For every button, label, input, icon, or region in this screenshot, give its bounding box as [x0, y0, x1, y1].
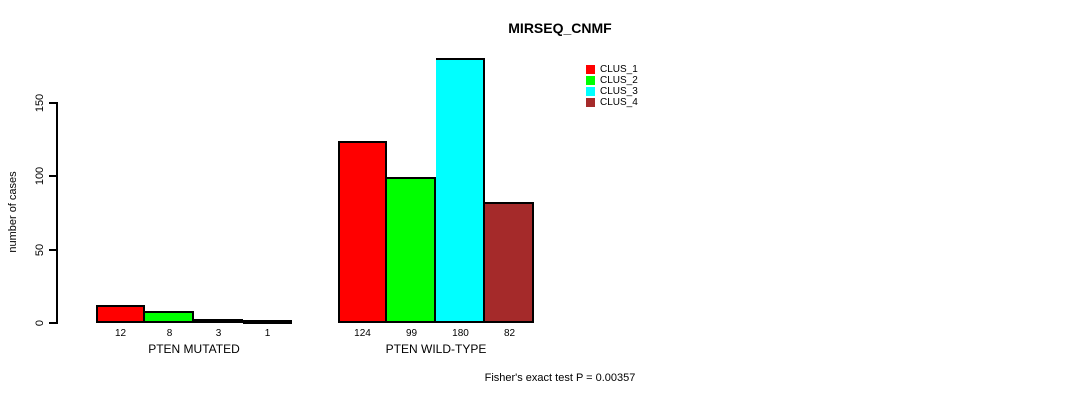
bar-clus_1-pten-wild-type [338, 141, 387, 323]
legend-item-clus_2: CLUS_2 [586, 75, 638, 86]
bar-clus_2-pten-mutated [145, 311, 194, 323]
legend-item-clus_1: CLUS_1 [586, 64, 638, 75]
bar-clus_4-pten-wild-type [485, 202, 534, 323]
bar-clus_3-pten-wild-type [436, 58, 485, 323]
legend-item-clus_4: CLUS_4 [586, 97, 638, 108]
y-axis-tick [49, 248, 56, 251]
y-axis-tick-label: 50 [34, 243, 46, 256]
legend-swatch-icon [586, 98, 595, 107]
legend-label: CLUS_1 [600, 64, 638, 75]
legend-label: CLUS_4 [600, 97, 638, 108]
fisher-test-annotation: Fisher's exact test P = 0.00357 [484, 372, 636, 384]
bar-value-label: 1 [264, 328, 271, 339]
bar-value-label: 12 [114, 328, 127, 339]
chart-title: MIRSEQ_CNMF [508, 20, 612, 36]
y-axis-label: number of cases [7, 171, 19, 253]
y-axis-line [56, 101, 58, 324]
bar-clus_2-pten-wild-type [387, 177, 436, 323]
legend: CLUS_1 CLUS_2 CLUS_3 CLUS_4 [586, 64, 638, 108]
bar-clus_1-pten-mutated [96, 305, 145, 323]
bar-value-label: 3 [215, 328, 222, 339]
y-axis-tick-label: 0 [34, 319, 46, 327]
y-axis-tick [49, 322, 56, 324]
bar-value-label: 8 [166, 328, 173, 339]
bar-value-label: 82 [503, 328, 516, 339]
bar-clus_4-pten-mutated [243, 320, 292, 324]
y-axis-tick-label: 150 [34, 93, 46, 112]
bar-value-label: 99 [405, 328, 418, 339]
category-label-pten-wild-type: PTEN WILD-TYPE [385, 342, 487, 356]
bar-value-label: 180 [452, 328, 469, 339]
bar-value-label: 124 [354, 328, 371, 339]
legend-swatch-icon [586, 76, 595, 85]
y-axis-tick [49, 101, 56, 104]
legend-item-clus_3: CLUS_3 [586, 86, 638, 97]
legend-label: CLUS_2 [600, 75, 638, 86]
legend-label: CLUS_3 [600, 86, 638, 97]
legend-swatch-icon [586, 65, 595, 74]
y-axis-tick [49, 175, 56, 177]
category-label-pten-mutated: PTEN MUTATED [148, 342, 240, 356]
y-axis-tick-label: 100 [34, 166, 46, 186]
legend-swatch-icon [586, 87, 595, 96]
bar-clus_3-pten-mutated [194, 319, 243, 323]
